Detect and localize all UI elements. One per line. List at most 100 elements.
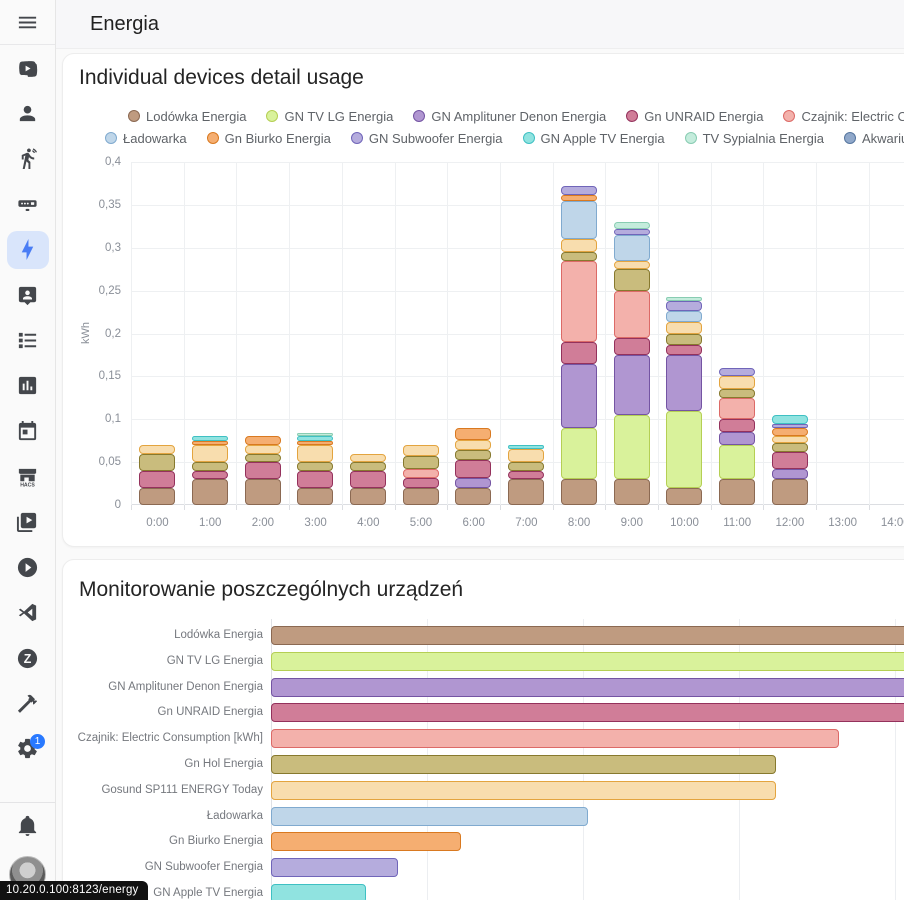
legend-item[interactable]: GN TV LG Energia <box>266 109 393 124</box>
legend-item[interactable]: Czajnik: Electric Consumption [kWh] <box>783 109 904 124</box>
vscode-icon <box>18 604 37 622</box>
stacked-bar <box>402 162 439 505</box>
bar-segment <box>455 487 492 505</box>
legend-item[interactable]: Gn Biurko Energia <box>206 131 331 146</box>
legend-item[interactable]: GN Amplituner Denon Energia <box>413 109 606 124</box>
hbar-label: Gn UNRAID Energia <box>157 706 263 719</box>
bar-segment <box>718 389 755 398</box>
bar-slot <box>605 162 658 505</box>
bar-segment <box>560 363 597 428</box>
bar-segment <box>244 445 281 454</box>
legend-item[interactable]: Akwarium Energia <box>844 131 904 146</box>
sidebar: HACS Z 1 <box>0 0 56 900</box>
legend-dot-icon <box>206 132 219 144</box>
sidebar-item-person-badge[interactable] <box>0 272 55 317</box>
bar-slot <box>289 162 342 505</box>
main-area: Energia Individual devices detail usage … <box>56 0 904 900</box>
sidebar-item-zigbee2mqtt[interactable]: Z <box>0 635 55 680</box>
gridline-vertical <box>552 162 554 505</box>
hammer-icon <box>17 694 38 713</box>
sidebar-item-developer-tools[interactable] <box>0 681 55 726</box>
bar-segment <box>455 439 492 451</box>
zigbee2mqtt-icon: Z <box>17 648 38 668</box>
x-tick-mark <box>131 505 132 510</box>
gridline-vertical <box>816 162 818 505</box>
bar-segment <box>191 479 228 505</box>
sidebar-item-hacs[interactable]: HACS <box>0 454 55 499</box>
y-tick-label: 0,1 <box>105 413 121 426</box>
sidebar-item-presence[interactable] <box>0 136 55 181</box>
bell-icon <box>18 815 37 836</box>
sidebar-item-calendar[interactable] <box>0 409 55 454</box>
legend-item[interactable]: GN Subwoofer Energia <box>350 131 503 146</box>
y-tick-label: 0,15 <box>98 370 121 383</box>
bar-segment <box>718 376 755 390</box>
x-tick-mark <box>763 505 765 510</box>
legend-item[interactable]: GN Apple TV Energia <box>522 131 665 146</box>
sidebar-item-remote[interactable] <box>0 182 55 227</box>
y-tick-label: 0,35 <box>98 198 121 211</box>
hbar <box>271 755 776 774</box>
bar-segment <box>508 449 545 463</box>
bar-segment <box>297 444 334 463</box>
bar-segment <box>139 470 176 488</box>
sidebar-item-media-player[interactable] <box>0 545 55 590</box>
stacked-bar <box>824 162 860 505</box>
x-tick-mark <box>605 505 607 510</box>
list-icon <box>18 332 37 349</box>
legend-dot-icon <box>684 132 697 144</box>
sidebar-item-energy[interactable] <box>0 227 55 272</box>
stacked-bar <box>455 162 492 505</box>
y-tick-label: 0,3 <box>105 241 121 254</box>
bar-slot <box>869 162 904 505</box>
bar-segment <box>613 222 650 229</box>
bar-segment <box>613 269 650 291</box>
bar-segment <box>718 419 755 433</box>
x-tick-mark <box>341 505 343 510</box>
stacked-bar <box>771 162 808 505</box>
sidebar-item-media-browser[interactable] <box>0 499 55 544</box>
bar-segment <box>297 470 334 488</box>
chart-box-icon <box>18 377 37 395</box>
sidebar-item-vscode[interactable] <box>0 590 55 635</box>
bar-segment <box>718 479 755 505</box>
hbar <box>271 677 904 697</box>
bar-segment <box>771 451 808 469</box>
legend-dot-icon <box>783 110 796 122</box>
sidebar-item-media[interactable] <box>0 45 55 90</box>
card-device-monitoring: Monitorowanie poszczególnych urządzeń Lo… <box>62 559 904 900</box>
legend-item[interactable]: TV Sypialnia Energia <box>684 131 824 146</box>
sidebar-item-history[interactable] <box>0 363 55 408</box>
sidebar-item-persons[interactable] <box>0 91 55 136</box>
remote-bar-icon <box>18 199 37 211</box>
bar-segment <box>771 414 808 424</box>
gridline-vertical <box>183 162 185 505</box>
hbar <box>271 884 366 900</box>
bar-segment <box>771 436 808 444</box>
legend-item[interactable]: Ładowarka <box>105 131 187 146</box>
legend-item[interactable]: Lodówka Energia <box>128 109 246 124</box>
bar-segment <box>560 239 597 253</box>
x-tick-mark <box>658 505 659 510</box>
bar-segment <box>297 432 334 437</box>
bar-segment <box>613 234 650 261</box>
sidebar-menu-button[interactable] <box>0 0 55 46</box>
status-url-tooltip: 10.20.0.100:8123/energy <box>0 881 148 900</box>
sidebar-item-notifications[interactable] <box>0 803 55 848</box>
stacked-bar <box>350 162 387 505</box>
sidebar-item-list[interactable] <box>0 318 55 363</box>
hbar-label: GN Apple TV Energia <box>153 887 263 899</box>
gridline-vertical <box>131 162 132 505</box>
gridline-horizontal <box>131 376 904 378</box>
card-title: Monitorowanie poszczególnych urządzeń <box>79 578 464 601</box>
x-tick-label: 1:00 <box>198 517 222 529</box>
bar-segment <box>191 440 228 445</box>
sidebar-item-settings[interactable]: 1 <box>0 726 55 771</box>
stacked-bar <box>244 162 281 505</box>
legend-item[interactable]: Gn UNRAID Energia <box>626 109 763 124</box>
bar-segment <box>191 462 228 471</box>
hbar <box>271 780 776 800</box>
x-tick-label: 11:00 <box>723 517 752 529</box>
y-tick-label: 0 <box>114 499 121 511</box>
stacked-bar <box>613 162 650 505</box>
